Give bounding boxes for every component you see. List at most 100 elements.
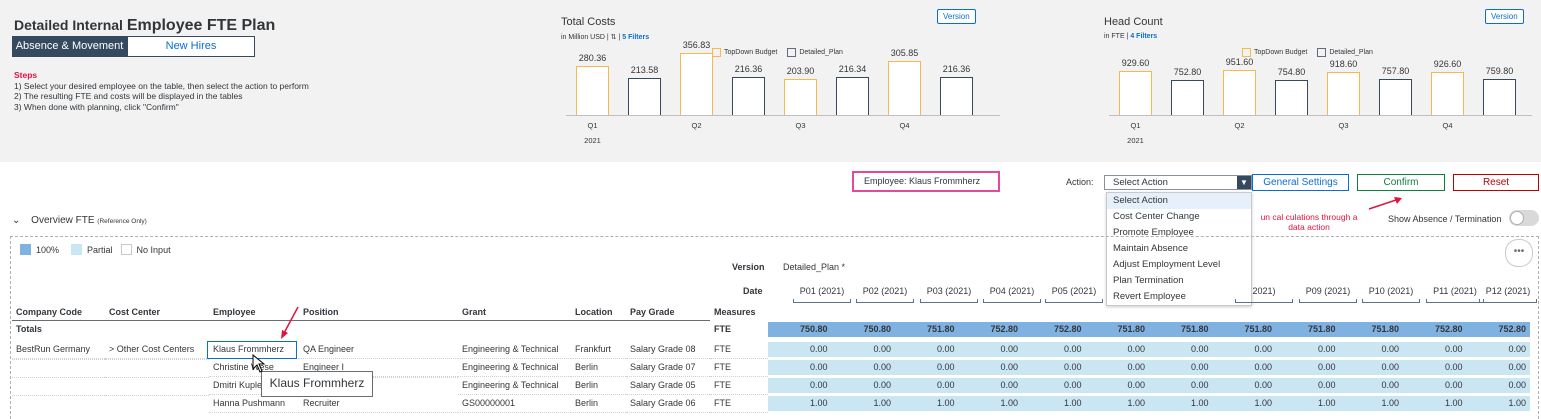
fte-cell[interactable]: 0.00: [958, 360, 1022, 375]
fte-cell[interactable]: 1.00: [1212, 396, 1276, 411]
fte-cell[interactable]: 0.00: [1339, 378, 1403, 393]
step-3: 3) When done with planning, click "Confi…: [14, 101, 179, 112]
head-version-button[interactable]: Version: [1485, 9, 1524, 24]
totals-cell: 751.80: [895, 322, 959, 337]
fte-cell[interactable]: 0.00: [1466, 342, 1530, 357]
option-select-action[interactable]: Select Action: [1107, 193, 1251, 209]
cost-version-button[interactable]: Version: [937, 9, 976, 24]
x-year-label: 2021: [1127, 136, 1144, 145]
fte-cell[interactable]: 0.00: [1085, 342, 1149, 357]
cost-chart-subtitle: in Million USD | ⇅ | 5 Filters: [561, 34, 650, 41]
period-header: 2021): [1252, 286, 1276, 296]
row-cell-grant: Engineering & Technical: [458, 341, 571, 359]
fte-cell[interactable]: 0.00: [768, 378, 832, 393]
option-cost-center-change[interactable]: Cost Center Change: [1113, 211, 1200, 222]
legend-swatch-topdown: [712, 48, 721, 57]
fte-cell[interactable]: 1.00: [895, 396, 959, 411]
sort-icon[interactable]: ⇅: [610, 34, 617, 41]
fte-cell[interactable]: 0.00: [768, 342, 832, 357]
fte-cell[interactable]: 0.00: [1403, 342, 1467, 357]
employee-value: Klaus Frommherz: [909, 176, 981, 186]
fte-cell[interactable]: 0.00: [1149, 378, 1213, 393]
fte-cell[interactable]: 0.00: [831, 342, 895, 357]
legend-noinput: No Input: [136, 244, 171, 255]
fte-cell[interactable]: 0.00: [1276, 342, 1340, 357]
chevron-down-icon[interactable]: ⌄: [12, 215, 21, 226]
action-label: Action:: [1066, 177, 1094, 187]
legend-full: 100%: [36, 244, 60, 255]
fte-cell[interactable]: 0.00: [1085, 360, 1149, 375]
fte-cell[interactable]: 0.00: [831, 360, 895, 375]
fte-cell[interactable]: 0.00: [958, 342, 1022, 357]
totals-cell: 752.80: [958, 322, 1022, 337]
option-maintain-absence[interactable]: Maintain Absence: [1113, 243, 1188, 254]
fte-cell[interactable]: 0.00: [1085, 378, 1149, 393]
page-title: Detailed Internal Employee FTE Plan: [14, 17, 275, 35]
row-cell-location: Berlin: [571, 395, 626, 413]
fte-cell[interactable]: 0.00: [1276, 378, 1340, 393]
fte-cell[interactable]: 1.00: [1022, 396, 1086, 411]
fte-cell[interactable]: 0.00: [1403, 360, 1467, 375]
general-settings-button[interactable]: General Settings: [1252, 174, 1349, 191]
fte-cell[interactable]: 1.00: [831, 396, 895, 411]
cost-chart-filters-link[interactable]: 5 Filters: [622, 34, 650, 41]
row-cell-location: Berlin: [571, 359, 626, 377]
row-cell-cost-center: > Other Cost Centers: [105, 341, 209, 359]
overview-header[interactable]: ⌄ Overview FTE (Reference Only): [12, 215, 147, 226]
fte-cell[interactable]: 0.00: [1212, 342, 1276, 357]
fte-cell[interactable]: 0.00: [895, 342, 959, 357]
option-promote-employee[interactable]: Promote Employee: [1113, 227, 1194, 238]
totals-cell: 752.80: [1022, 322, 1086, 337]
bar-label: 918.60: [1329, 59, 1358, 69]
fte-cell[interactable]: 1.00: [1276, 396, 1340, 411]
fte-cell[interactable]: 1.00: [958, 396, 1022, 411]
more-options-button[interactable]: •••: [1505, 239, 1533, 267]
period-header-bar: [1045, 299, 1103, 303]
fte-cell[interactable]: 0.00: [1212, 360, 1276, 375]
fte-cell[interactable]: 1.00: [1466, 396, 1530, 411]
fte-cell[interactable]: 1.00: [1339, 396, 1403, 411]
option-adjust-employment-level[interactable]: Adjust Employment Level: [1113, 259, 1221, 270]
fte-cell[interactable]: 1.00: [768, 396, 832, 411]
fte-cell[interactable]: 1.00: [1085, 396, 1149, 411]
fte-cell[interactable]: 0.00: [1212, 378, 1276, 393]
fte-cell[interactable]: 0.00: [1022, 342, 1086, 357]
totals-cell: 751.80: [1149, 322, 1213, 337]
fte-cell[interactable]: 1.00: [1149, 396, 1213, 411]
action-select[interactable]: Select Action ▼: [1104, 175, 1252, 190]
fte-cell[interactable]: 0.00: [895, 378, 959, 393]
segment-absence-movement[interactable]: Absence & Movement: [12, 36, 127, 57]
fte-cell[interactable]: 0.00: [895, 360, 959, 375]
option-revert-employee[interactable]: Revert Employee: [1113, 291, 1186, 302]
head-chart-unit: in FTE |: [1104, 33, 1129, 40]
fte-cell[interactable]: 0.00: [1339, 342, 1403, 357]
absence-termination-toggle[interactable]: [1509, 210, 1539, 226]
head-chart-filters-link[interactable]: 4 Filters: [1130, 33, 1158, 40]
fte-cell[interactable]: 0.00: [1149, 342, 1213, 357]
confirm-button[interactable]: Confirm: [1357, 174, 1445, 191]
fte-cell[interactable]: 0.00: [1022, 378, 1086, 393]
fte-cell[interactable]: 0.00: [1276, 360, 1340, 375]
bar-q1-detailed: [1171, 80, 1204, 115]
fte-cell[interactable]: 0.00: [1466, 360, 1530, 375]
period-header-bar: [1426, 299, 1484, 303]
toggle-label: Show Absence / Termination: [1388, 214, 1502, 224]
x-tick-label: Q4: [899, 121, 910, 130]
fte-cell[interactable]: 0.00: [1403, 378, 1467, 393]
fte-cell[interactable]: 0.00: [831, 378, 895, 393]
bar-q2-topdown: [1223, 70, 1256, 115]
fte-cell[interactable]: 0.00: [1466, 378, 1530, 393]
fte-cell[interactable]: 0.00: [958, 378, 1022, 393]
fte-cell[interactable]: 0.00: [1149, 360, 1213, 375]
bar-q4-detailed: [1483, 79, 1516, 115]
fte-cell[interactable]: 0.00: [1022, 360, 1086, 375]
fte-cell[interactable]: 1.00: [1403, 396, 1467, 411]
reset-button[interactable]: Reset: [1453, 174, 1539, 191]
fte-cell[interactable]: 0.00: [768, 360, 832, 375]
fte-cell[interactable]: 0.00: [1339, 360, 1403, 375]
segment-new-hires[interactable]: New Hires: [127, 36, 255, 57]
chevron-down-icon[interactable]: ▼: [1237, 176, 1251, 189]
option-plan-termination[interactable]: Plan Termination: [1113, 275, 1184, 286]
row-cell-pay-grade: Salary Grade 07: [626, 359, 710, 377]
bar-label: 754.80: [1277, 67, 1306, 77]
